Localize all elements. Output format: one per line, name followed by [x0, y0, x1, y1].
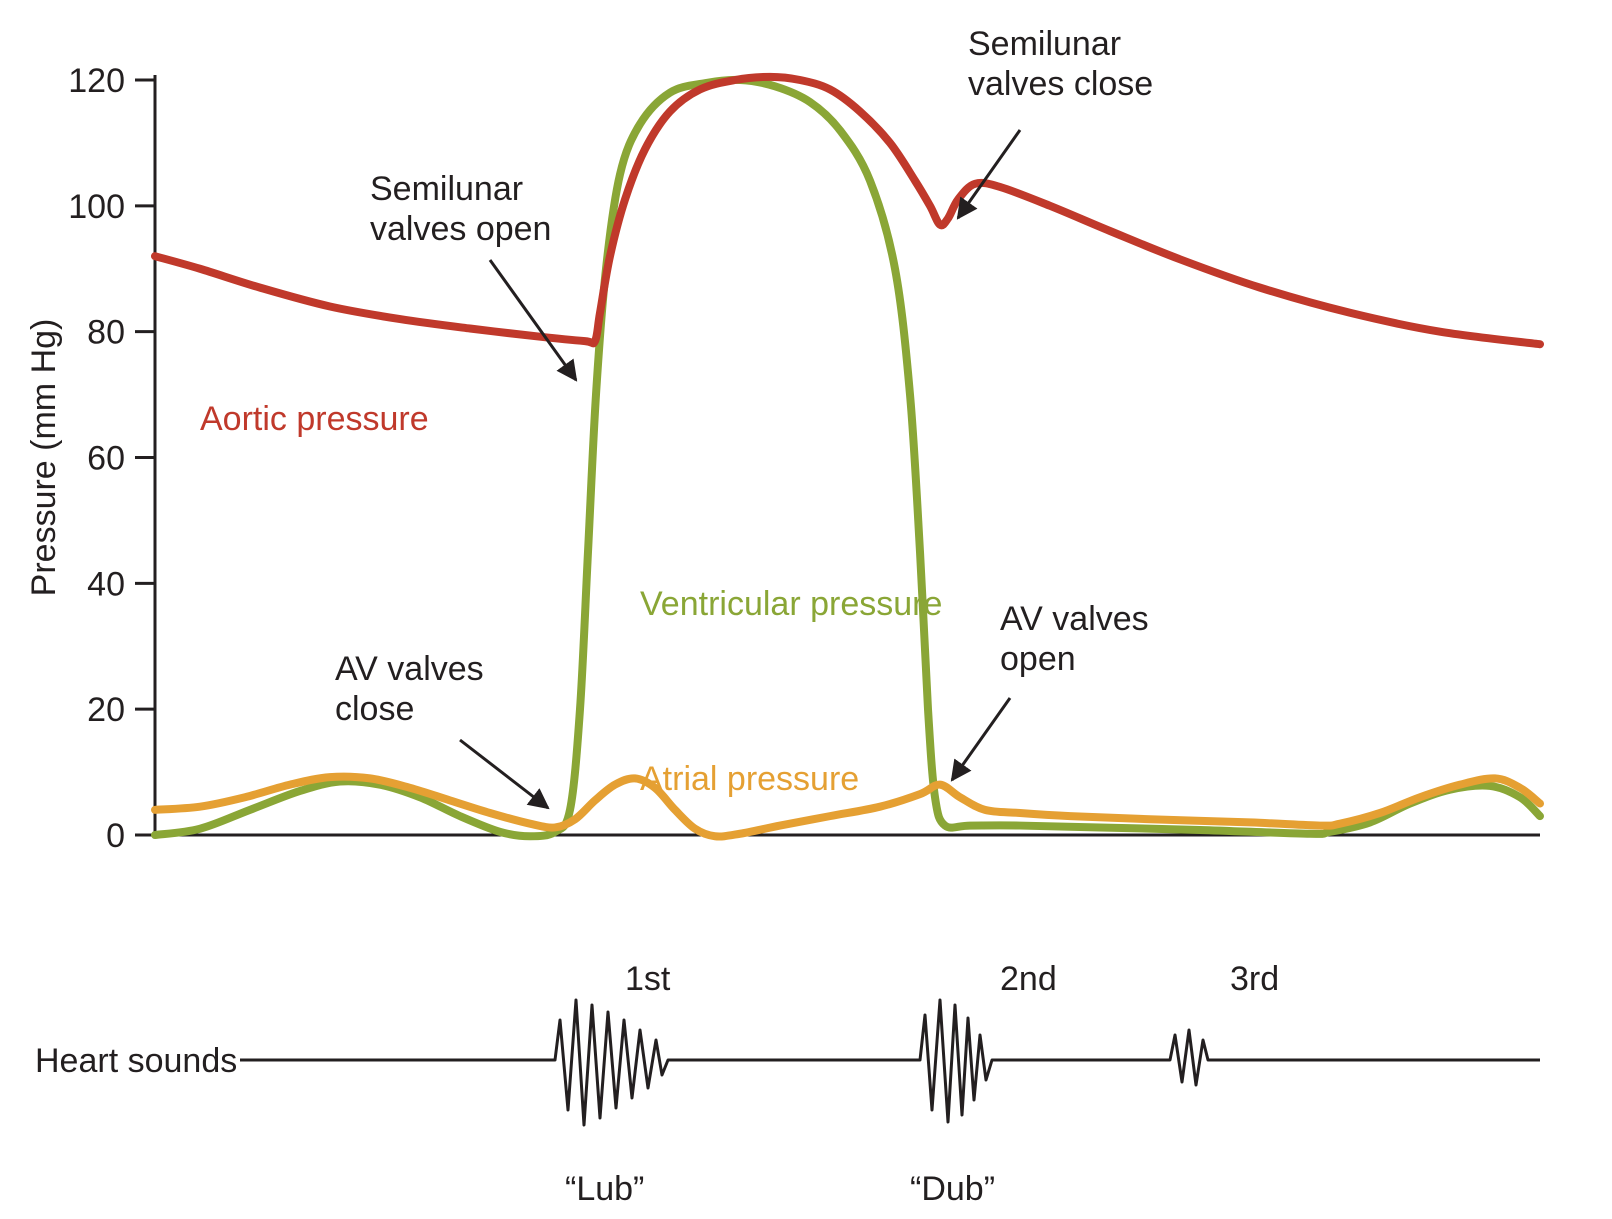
heart-sounds-trace: [240, 1000, 1540, 1125]
atrial-label: Atrial pressure: [640, 760, 859, 798]
annotation-semilunar-close: Semilunarvalves close: [958, 25, 1153, 218]
ytick-label: 0: [106, 817, 125, 855]
svg-text:AV valves: AV valves: [335, 650, 484, 688]
annotation-av-open: AV valvesopen: [952, 600, 1149, 780]
ytick-label: 60: [87, 440, 125, 478]
axes: 0 20 40 60 80 100 120 Pressure (mm Hg): [25, 62, 1540, 855]
y-axis-label: Pressure (mm Hg): [25, 319, 63, 597]
heart-sounds-label: Heart sounds: [35, 1042, 237, 1080]
sound-label-s1: 1st: [625, 960, 671, 998]
ytick-label: 80: [87, 314, 125, 352]
svg-text:open: open: [1000, 640, 1076, 678]
sound-label-s2: 2nd: [1000, 960, 1057, 998]
svg-text:valves close: valves close: [968, 65, 1153, 103]
annotation-semilunar-open: Semilunarvalves open: [370, 170, 576, 380]
ytick-label: 40: [87, 565, 125, 603]
svg-text:AV valves: AV valves: [1000, 600, 1149, 638]
heart-sounds: Heart sounds 1st “Lub” 2nd “Dub” 3rd: [35, 960, 1540, 1208]
svg-text:Semilunar: Semilunar: [968, 25, 1121, 63]
sound-sub-s2: “Dub”: [910, 1170, 995, 1208]
ytick-label: 20: [87, 691, 125, 729]
svg-text:close: close: [335, 690, 414, 728]
ytick-label: 120: [68, 62, 125, 100]
aortic-label: Aortic pressure: [200, 400, 429, 438]
sound-label-s3: 3rd: [1230, 960, 1279, 998]
svg-text:Semilunar: Semilunar: [370, 170, 523, 208]
aortic-curve: [155, 77, 1540, 344]
sound-sub-s1: “Lub”: [565, 1170, 644, 1208]
ytick-label: 100: [68, 188, 125, 226]
ventricular-label: Ventricular pressure: [640, 585, 942, 623]
svg-text:valves open: valves open: [370, 210, 551, 248]
